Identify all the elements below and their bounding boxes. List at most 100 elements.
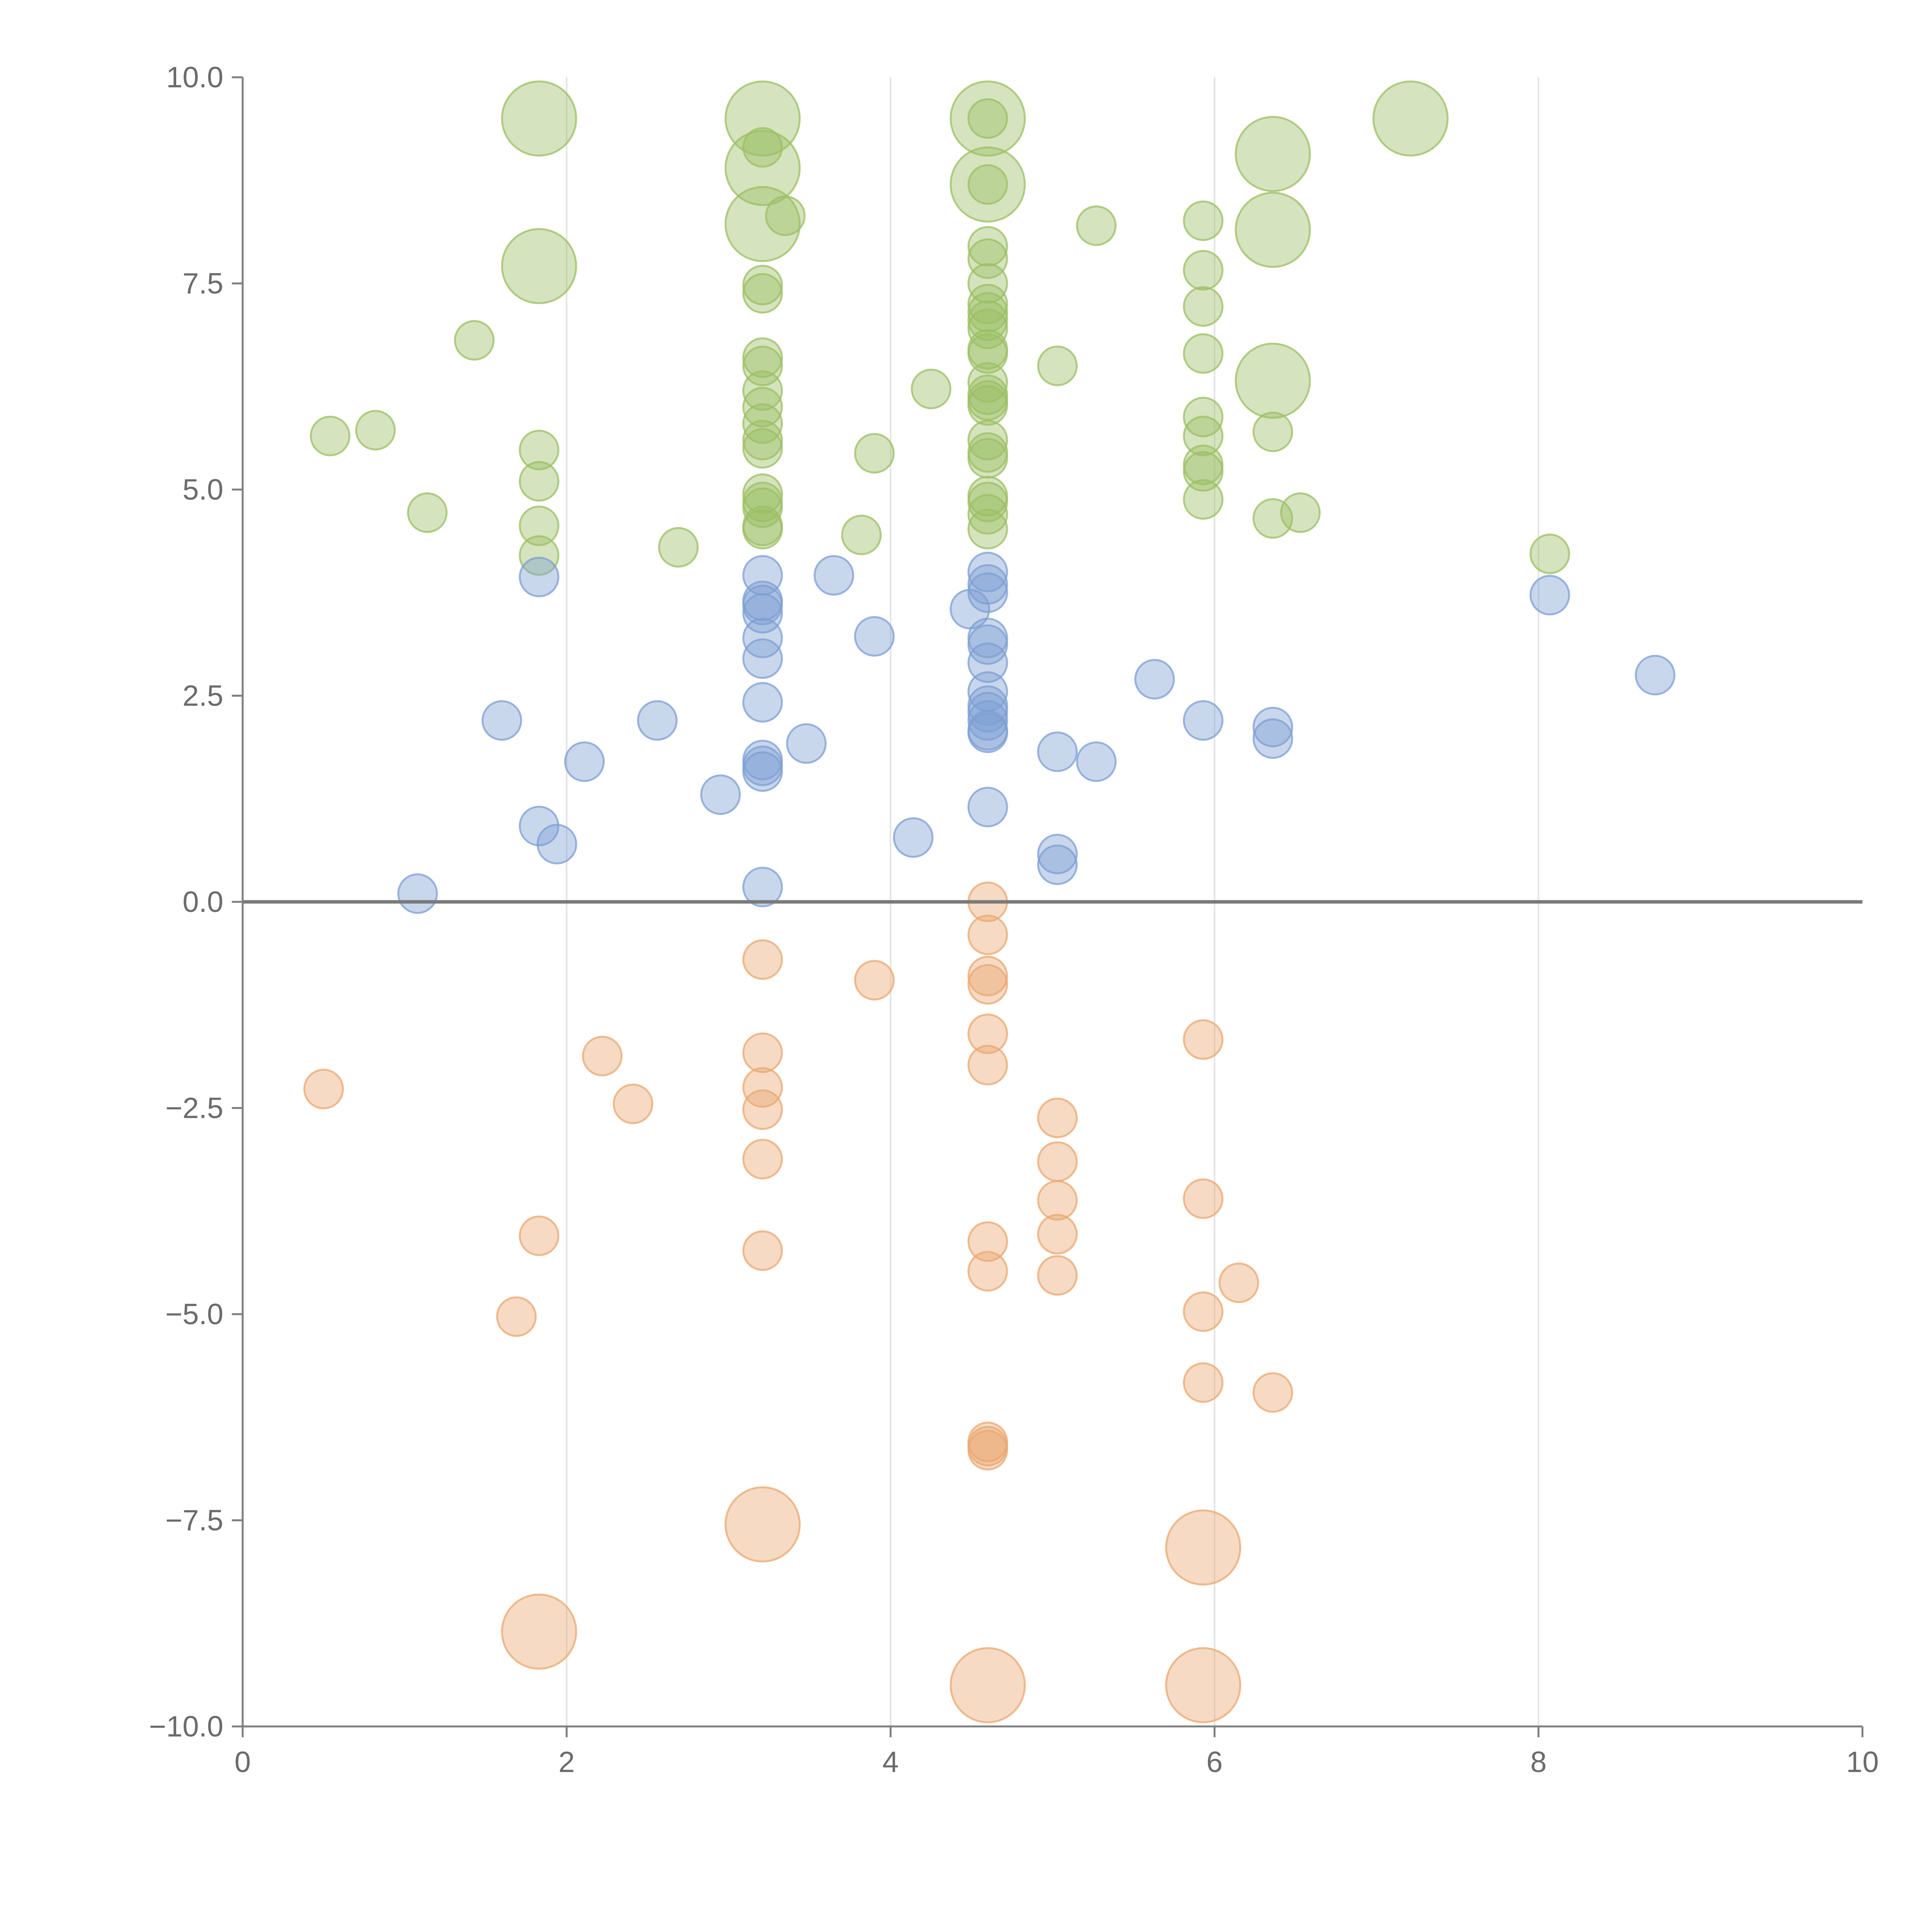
green-bubble [967,385,1008,426]
orange-bubble [742,1230,783,1271]
green-bubble [742,428,783,469]
x-tick-label: 0 [235,1746,251,1779]
orange-bubble [949,1647,1026,1723]
orange-bubble [742,1139,783,1180]
orange-bubble [967,1251,1008,1292]
y-tick-label: 0.0 [182,886,223,918]
orange-bubble [496,1296,537,1337]
blue-bubble [700,774,741,815]
orange-bubble [967,964,1008,1005]
blue-bubble [967,642,1008,683]
blue-bubble [1134,659,1175,700]
blue-bubble [519,806,560,847]
x-tick-label: 8 [1530,1746,1546,1779]
green-bubble [1183,250,1224,291]
green-bubble [454,320,495,361]
green-bubble [1037,345,1078,386]
orange-bubble [1252,1372,1293,1413]
blue-bubble [481,700,522,741]
blue-bubble [1037,833,1078,874]
blue-bubble [742,617,783,658]
orange-bubble [742,939,783,980]
blue-bubble [1252,718,1293,759]
green-bubble [1183,479,1224,520]
orange-bubble [742,1089,783,1130]
x-tick-label: 4 [883,1746,899,1779]
orange-bubble [501,1594,577,1670]
blue-bubble [813,555,854,596]
orange-bubble [1183,1019,1224,1060]
blue-bubble [637,700,678,741]
green-bubble [1183,333,1224,374]
x-tick-label: 2 [558,1746,575,1779]
green-bubble [949,146,1026,223]
green-bubble [1372,80,1449,157]
green-bubble [1235,192,1311,268]
blue-bubble [967,551,1008,592]
orange-bubble [1165,1647,1242,1723]
blue-bubble [786,723,827,764]
x-tick-label: 6 [1206,1746,1223,1779]
orange-bubble [582,1036,623,1077]
orange-bubble [742,1067,783,1108]
blue-bubble [854,616,895,657]
orange-bubble [519,1215,560,1256]
blue-bubble [742,751,783,792]
green-bubble [519,535,560,576]
orange-bubble [967,1013,1008,1054]
green-bubble [967,226,1008,267]
green-bubble [407,492,448,533]
orange-bubble [1165,1509,1242,1586]
green-bubble [742,345,783,386]
orange-bubble [742,1032,783,1073]
blue-bubble [967,692,1008,733]
green-bubble [1280,492,1321,533]
green-bubble [967,509,1008,549]
green-bubble [1076,205,1117,246]
orange-bubble [967,956,1008,997]
blue-bubble [1252,707,1293,748]
green-bubble [519,505,560,546]
y-tick-label: −7.5 [165,1504,223,1537]
green-bubble [519,430,560,471]
orange-bubble [1037,1141,1078,1182]
blue-bubble [1076,741,1117,782]
blue-bubble [1529,575,1570,616]
blue-bubble [536,824,577,865]
blue-bubble [564,741,605,782]
green-bubble [967,292,1008,333]
green-bubble [967,164,1008,205]
green-bubble [742,403,783,444]
orange-bubble [1037,1097,1078,1138]
green-bubble [501,228,577,304]
green-bubble [742,273,783,314]
blue-bubble [742,585,783,626]
blue-bubble [742,682,783,723]
orange-bubble [612,1083,653,1124]
green-bubble [742,265,783,306]
blue-bubble [967,713,1008,753]
green-bubble [1183,451,1224,492]
orange-bubble [967,914,1008,955]
orange-bubble [967,1221,1008,1262]
green-bubble [967,263,1008,304]
green-bubble [841,514,882,555]
blue-bubble [1634,655,1675,696]
green-bubble [967,284,1008,325]
orange-bubble [1183,1291,1224,1332]
orange-bubble [967,1045,1008,1086]
y-tick-label: 2.5 [182,680,223,713]
green-bubble [1252,498,1293,539]
blue-bubble [1183,700,1224,741]
y-tick-label: −2.5 [165,1092,223,1125]
green-bubble [1183,286,1224,327]
green-bubble [765,196,806,236]
blue-bubble [967,700,1008,741]
y-tick-label: −10.0 [149,1710,223,1743]
orange-bubble [1037,1214,1078,1255]
bubble-layer [303,80,1675,1723]
tick-label-layer: 10.0 7.5 5.0 2.5 0.0 −2.5 −5.0 −7.5 −10.0 0 2 4 6 8 10 [149,61,1879,1779]
y-tick-label: −5.0 [165,1298,223,1331]
blue-bubble [967,624,1008,665]
